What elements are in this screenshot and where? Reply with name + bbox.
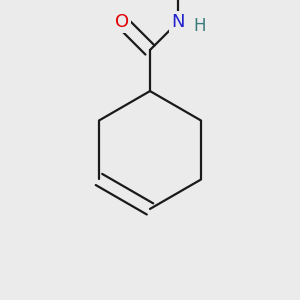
Text: N: N: [171, 13, 184, 31]
Text: O: O: [115, 13, 129, 31]
Text: H: H: [193, 17, 206, 35]
